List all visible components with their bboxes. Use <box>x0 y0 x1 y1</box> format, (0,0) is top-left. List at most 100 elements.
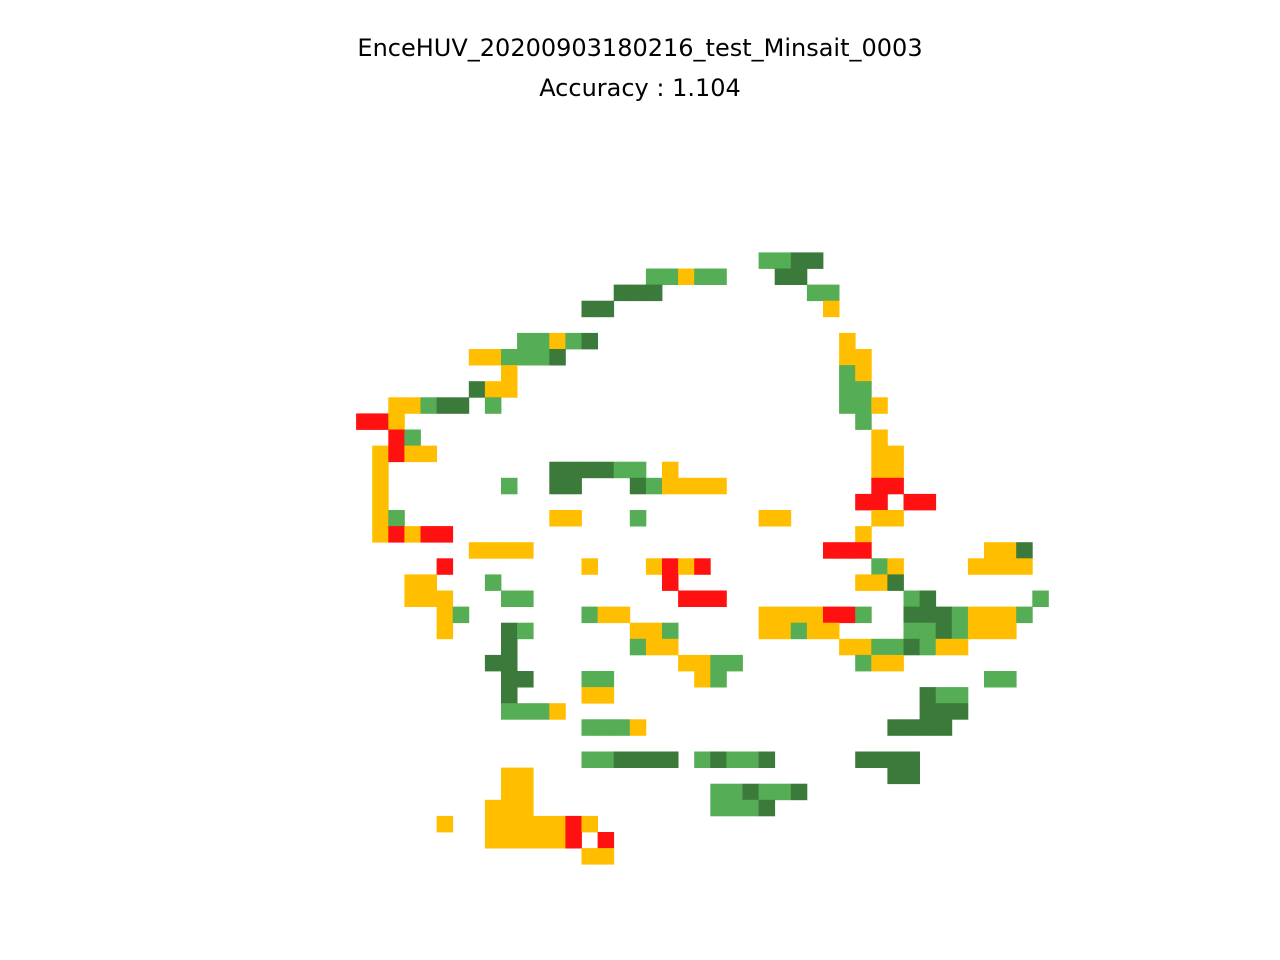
heatmap-cell <box>710 590 727 607</box>
heatmap-cell <box>871 429 888 446</box>
heatmap-cell <box>726 654 743 672</box>
heatmap-cell <box>919 606 937 624</box>
heatmap-cell <box>613 284 631 302</box>
heatmap-cell <box>645 638 663 656</box>
heatmap-cell <box>549 703 566 720</box>
heatmap-cell <box>678 558 695 575</box>
heatmap-cell <box>855 493 872 511</box>
heatmap-cell <box>903 719 920 736</box>
heatmap-cell <box>549 349 566 366</box>
heatmap-cell <box>629 461 647 479</box>
heatmap-cell <box>388 510 405 527</box>
heatmap-cell <box>565 332 582 350</box>
heatmap-cell <box>533 815 550 833</box>
heatmap-cell <box>823 622 840 640</box>
heatmap-cell <box>501 349 518 366</box>
heatmap-cell <box>372 510 389 527</box>
heatmap-cell <box>404 397 421 414</box>
heatmap-cell <box>372 477 389 495</box>
heatmap-cell <box>903 622 920 640</box>
heatmap-cell <box>855 574 872 591</box>
heatmap-cell <box>597 719 615 736</box>
chart-title-block: EnceHUV_20200903180216_test_Minsait_0003… <box>0 28 1280 108</box>
heatmap-cell <box>871 574 888 591</box>
heatmap-cell <box>484 542 502 559</box>
heatmap-cell <box>984 542 1001 559</box>
heatmap-cell <box>581 461 598 479</box>
heatmap-cell <box>871 397 888 414</box>
heatmap-cell <box>903 767 920 785</box>
heatmap-cell <box>517 815 534 833</box>
heatmap-cell <box>549 510 566 527</box>
heatmap-cell <box>501 477 518 495</box>
heatmap-cell <box>613 719 631 736</box>
heatmap-cell <box>887 461 904 479</box>
heatmap-cell <box>517 799 534 817</box>
heatmap-cell <box>645 268 663 285</box>
heatmap-cell <box>565 461 582 479</box>
heatmap-cell <box>517 590 534 607</box>
heatmap-cell <box>806 622 824 640</box>
heatmap-cell <box>742 799 759 817</box>
heatmap-cell <box>662 574 679 591</box>
heatmap-cell <box>855 381 872 398</box>
heatmap-cell <box>790 606 808 624</box>
heatmap-cell <box>629 477 647 495</box>
heatmap-cell <box>758 799 776 817</box>
heatmap-cell <box>678 654 695 672</box>
heatmap-cell <box>984 622 1001 640</box>
heatmap-cell <box>774 252 792 269</box>
heatmap-cell <box>710 654 727 672</box>
heatmap-cell <box>501 381 518 398</box>
heatmap-cell <box>662 268 679 285</box>
heatmap-cell <box>404 526 421 543</box>
heatmap-cell <box>726 783 743 801</box>
heatmap-cell <box>501 815 518 833</box>
heatmap-cell <box>662 477 679 495</box>
heatmap-cell <box>790 783 808 801</box>
heatmap-cell <box>951 687 969 704</box>
heatmap-cell <box>484 654 502 672</box>
heatmap-cell <box>645 477 663 495</box>
heatmap-cell <box>710 671 727 688</box>
heatmap-cell <box>388 413 405 430</box>
heatmap-cell <box>839 349 856 366</box>
heatmap-cell <box>501 654 518 672</box>
heatmap-cell <box>887 638 904 656</box>
heatmap-cell <box>726 751 743 768</box>
heatmap-cell <box>758 622 776 640</box>
heatmap-cell <box>823 300 840 318</box>
heatmap-cell <box>613 606 631 624</box>
heatmap-cell <box>597 606 615 624</box>
heatmap-cell <box>758 751 776 768</box>
heatmap-cell <box>710 268 727 285</box>
heatmap-cell <box>662 622 679 640</box>
heatmap-cell <box>501 590 518 607</box>
heatmap-cell <box>517 703 534 720</box>
heatmap-cell <box>597 848 615 865</box>
heatmap-cell <box>903 638 920 656</box>
heatmap-cell <box>806 252 824 269</box>
heatmap-cell <box>887 558 904 575</box>
heatmap-cell <box>806 606 824 624</box>
heatmap-cell <box>436 397 454 414</box>
heatmap-cell <box>484 381 502 398</box>
heatmap-cell <box>887 477 904 495</box>
heatmap-cell <box>855 654 872 672</box>
heatmap-cell <box>388 445 405 463</box>
heatmap-cell <box>517 332 534 350</box>
heatmap-cell <box>823 606 840 624</box>
heatmap-cell <box>758 783 776 801</box>
heatmap-cell <box>919 703 937 720</box>
heatmap-cell <box>549 815 566 833</box>
heatmap-cell <box>903 606 920 624</box>
heatmap-cell <box>710 783 727 801</box>
heatmap-cell <box>887 751 904 768</box>
heatmap-cell <box>839 332 856 350</box>
heatmap-cell <box>855 365 872 382</box>
heatmap-cell <box>694 558 711 575</box>
heatmap-cell <box>935 703 953 720</box>
heatmap-cell <box>871 477 888 495</box>
heatmap-cell <box>533 349 550 366</box>
